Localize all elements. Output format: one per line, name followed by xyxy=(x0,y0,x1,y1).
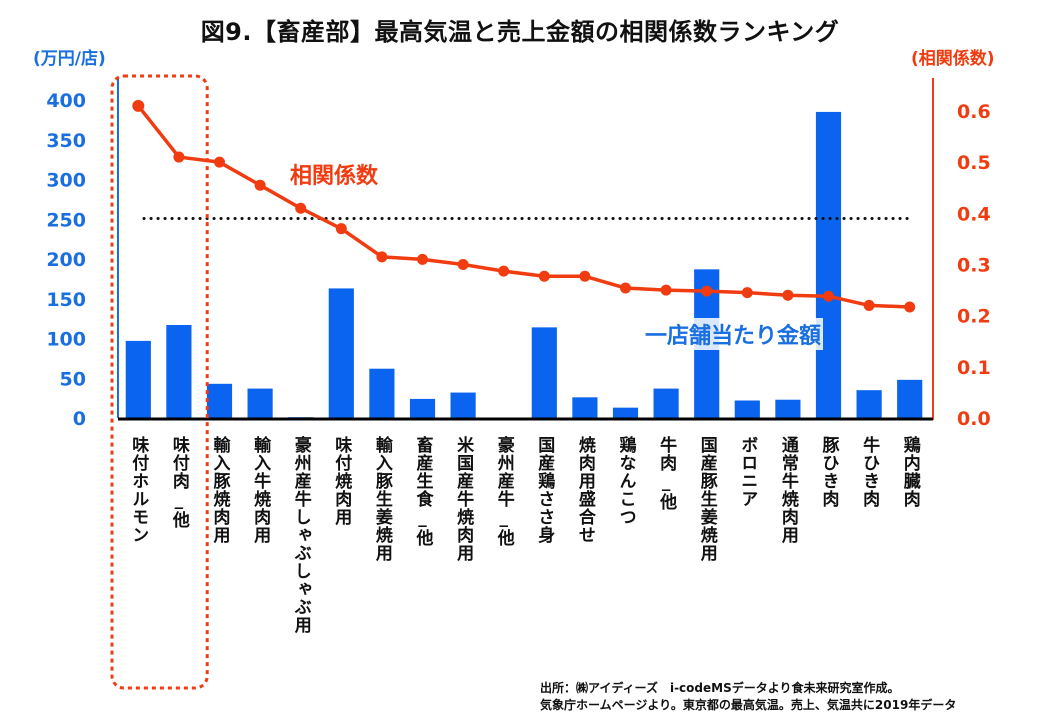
source-line-1: 出所：㈱アイディーズ i-codeMSデータより食未来研究室作成。 xyxy=(540,681,900,695)
bar xyxy=(328,288,354,418)
bar xyxy=(815,111,842,419)
right-tick-label: 0.2 xyxy=(957,306,991,328)
category-label: 鶏なんこつ xyxy=(616,435,637,526)
line-point xyxy=(660,284,672,296)
category-label: 豪州産牛しゃぶしゃぶ用 xyxy=(291,435,313,634)
source-note: 出所：㈱アイディーズ i-codeMSデータより食未来研究室作成。 気象庁ホーム… xyxy=(540,680,956,714)
right-tick-label: 0.4 xyxy=(957,203,991,225)
line-point xyxy=(823,290,834,302)
category-label: 国産鶏ささ身 xyxy=(534,436,555,544)
line-series-annotation: 相関係数 xyxy=(290,164,379,189)
bar xyxy=(206,383,233,418)
line-series xyxy=(136,104,910,309)
line-point xyxy=(904,301,916,313)
category-label: 国産豚生姜焼用 xyxy=(697,436,718,562)
left-tick-label: 150 xyxy=(46,289,86,311)
left-tick-label: 300 xyxy=(46,170,86,192)
left-tick-label: 350 xyxy=(46,130,86,152)
line-point xyxy=(620,282,631,294)
category-label: 牛肉_他 xyxy=(656,435,678,511)
bar xyxy=(409,398,436,418)
category-label: 鶏内臓肉 xyxy=(900,435,921,508)
line-point xyxy=(498,265,510,277)
right-tick-label: 0.6 xyxy=(957,101,991,123)
bar xyxy=(247,388,273,418)
line-point xyxy=(579,270,591,282)
category-label: 米国産牛焼肉用 xyxy=(453,435,474,562)
right-tick-label: 0.3 xyxy=(957,255,991,277)
line-point xyxy=(417,253,428,265)
category-label: 通常牛焼肉用 xyxy=(778,436,799,544)
line-point xyxy=(863,299,875,311)
line-point xyxy=(132,99,145,112)
line-point xyxy=(701,285,713,297)
left-tick-label: 100 xyxy=(46,329,86,351)
category-label: 輸入豚焼肉用 xyxy=(210,435,231,544)
left-tick-label: 200 xyxy=(46,249,86,271)
line-point xyxy=(741,287,753,299)
highlight-box xyxy=(110,74,209,690)
line-point xyxy=(214,156,225,168)
line-point xyxy=(254,179,266,191)
category-label: 豪州産牛_他 xyxy=(494,435,516,547)
category-label: 味付ホルモン xyxy=(128,435,149,544)
right-axis-label: (相関係数) xyxy=(911,49,995,69)
bar xyxy=(734,400,760,418)
category-label: ボロニア xyxy=(737,436,758,508)
category-label: 味付肉_他 xyxy=(169,435,191,529)
left-tick-label: 50 xyxy=(60,368,86,390)
source-line-2: 気象庁ホームページより。東京都の最高気温。売上、気温共に2019年データ xyxy=(540,698,957,712)
bar xyxy=(125,340,151,418)
chart-title: 図9.【畜産部】最高気温と売上金額の相関係数ランキング xyxy=(200,18,840,46)
bar xyxy=(369,368,395,418)
left-tick-label: 400 xyxy=(46,90,86,112)
bar xyxy=(775,399,801,418)
category-label: 輸入牛焼肉用 xyxy=(250,435,271,544)
line-point xyxy=(782,289,794,301)
line-point xyxy=(173,151,185,163)
right-tick-label: 0.1 xyxy=(957,357,991,379)
right-tick-label: 0.5 xyxy=(957,152,991,174)
line-point xyxy=(376,251,388,263)
category-label: 豚ひき肉 xyxy=(819,436,840,508)
right-tick-label: 0.0 xyxy=(957,408,991,430)
category-label: 味付焼肉用 xyxy=(331,435,352,526)
bar-series-annotation: 一店舗当たり金額 xyxy=(643,318,824,350)
bar xyxy=(166,324,192,418)
category-label: 輸入豚生姜焼用 xyxy=(372,435,393,562)
line-point xyxy=(295,202,307,214)
bar xyxy=(450,392,476,418)
bar xyxy=(531,327,557,418)
category-label: 牛ひき肉 xyxy=(859,435,880,508)
line-point xyxy=(335,223,347,235)
left-tick-label: 250 xyxy=(46,209,86,231)
bar xyxy=(897,379,923,418)
left-tick-label: 0 xyxy=(73,408,86,430)
line-point xyxy=(457,259,469,270)
bar xyxy=(572,397,598,418)
category-label: 畜産生食_他 xyxy=(413,435,435,547)
bar xyxy=(856,390,882,418)
line-point xyxy=(538,270,550,282)
bar xyxy=(653,388,679,418)
bar xyxy=(612,407,639,418)
category-label: 焼肉用盛合せ xyxy=(575,435,596,544)
left-axis-label: (万円/店) xyxy=(33,49,106,69)
